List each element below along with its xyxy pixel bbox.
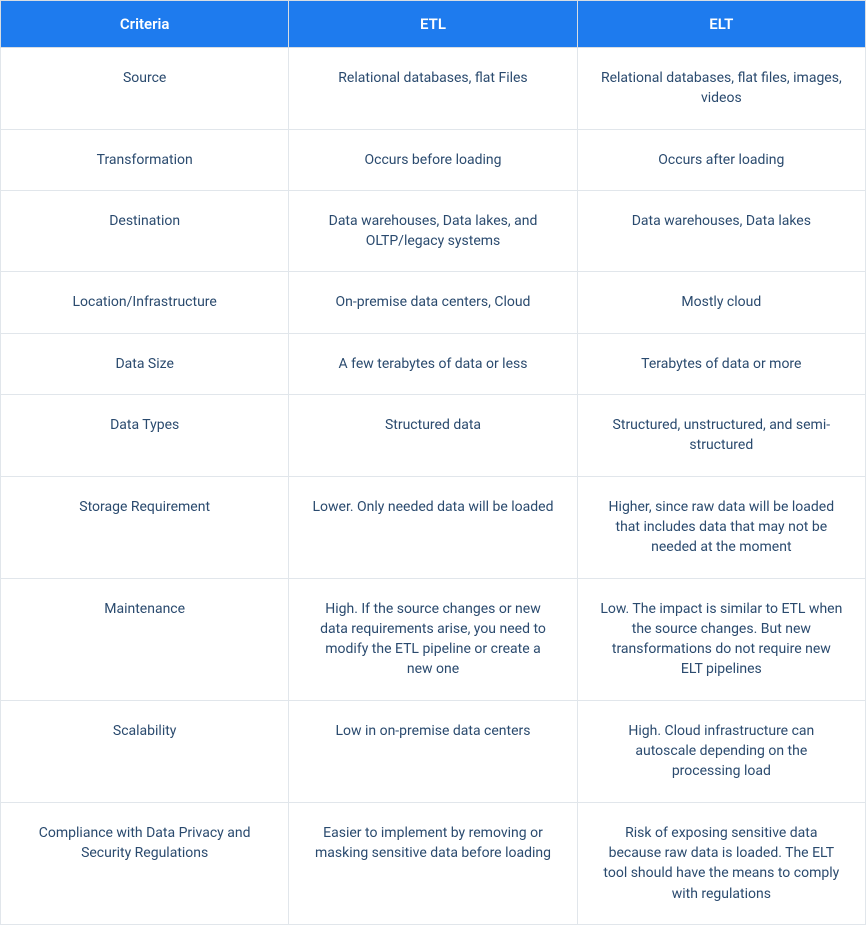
cell-criteria: Scalability xyxy=(1,700,289,802)
table-row: Destination Data warehouses, Data lakes,… xyxy=(1,190,866,272)
table-row: Data Types Structured data Structured, u… xyxy=(1,395,866,477)
cell-criteria: Source xyxy=(1,48,289,130)
cell-etl: Structured data xyxy=(289,395,577,477)
cell-criteria: Location/Infrastructure xyxy=(1,272,289,333)
comparison-table: Criteria ETL ELT Source Relational datab… xyxy=(0,0,866,925)
cell-elt: High. Cloud infrastructure can autoscale… xyxy=(577,700,865,802)
cell-criteria: Storage Requirement xyxy=(1,476,289,578)
cell-criteria: Transformation xyxy=(1,129,289,190)
cell-elt: Higher, since raw data will be loaded th… xyxy=(577,476,865,578)
cell-etl: High. If the source changes or new data … xyxy=(289,578,577,700)
cell-etl: Easier to implement by removing or maski… xyxy=(289,802,577,924)
table-body: Source Relational databases, flat Files … xyxy=(1,48,866,925)
cell-elt: Risk of exposing sensitive data because … xyxy=(577,802,865,924)
cell-criteria: Data Size xyxy=(1,333,289,394)
cell-elt: Structured, unstructured, and semi-struc… xyxy=(577,395,865,477)
cell-elt: Occurs after loading xyxy=(577,129,865,190)
cell-etl: Low in on-premise data centers xyxy=(289,700,577,802)
cell-elt: Relational databases, flat files, images… xyxy=(577,48,865,130)
header-criteria: Criteria xyxy=(1,1,289,48)
cell-elt: Mostly cloud xyxy=(577,272,865,333)
cell-etl: Lower. Only needed data will be loaded xyxy=(289,476,577,578)
header-elt: ELT xyxy=(577,1,865,48)
cell-etl: Relational databases, flat Files xyxy=(289,48,577,130)
cell-elt: Data warehouses, Data lakes xyxy=(577,190,865,272)
table-row: Source Relational databases, flat Files … xyxy=(1,48,866,130)
cell-etl: Data warehouses, Data lakes, and OLTP/le… xyxy=(289,190,577,272)
cell-criteria: Maintenance xyxy=(1,578,289,700)
table-row: Location/Infrastructure On-premise data … xyxy=(1,272,866,333)
cell-criteria: Data Types xyxy=(1,395,289,477)
table-row: Compliance with Data Privacy and Securit… xyxy=(1,802,866,924)
cell-etl: Occurs before loading xyxy=(289,129,577,190)
cell-etl: On-premise data centers, Cloud xyxy=(289,272,577,333)
table-row: Storage Requirement Lower. Only needed d… xyxy=(1,476,866,578)
cell-criteria: Compliance with Data Privacy and Securit… xyxy=(1,802,289,924)
cell-criteria: Destination xyxy=(1,190,289,272)
table-row: Data Size A few terabytes of data or les… xyxy=(1,333,866,394)
cell-elt: Low. The impact is similar to ETL when t… xyxy=(577,578,865,700)
table-row: Scalability Low in on-premise data cente… xyxy=(1,700,866,802)
table-header-row: Criteria ETL ELT xyxy=(1,1,866,48)
cell-elt: Terabytes of data or more xyxy=(577,333,865,394)
table-row: Maintenance High. If the source changes … xyxy=(1,578,866,700)
table-row: Transformation Occurs before loading Occ… xyxy=(1,129,866,190)
header-etl: ETL xyxy=(289,1,577,48)
cell-etl: A few terabytes of data or less xyxy=(289,333,577,394)
